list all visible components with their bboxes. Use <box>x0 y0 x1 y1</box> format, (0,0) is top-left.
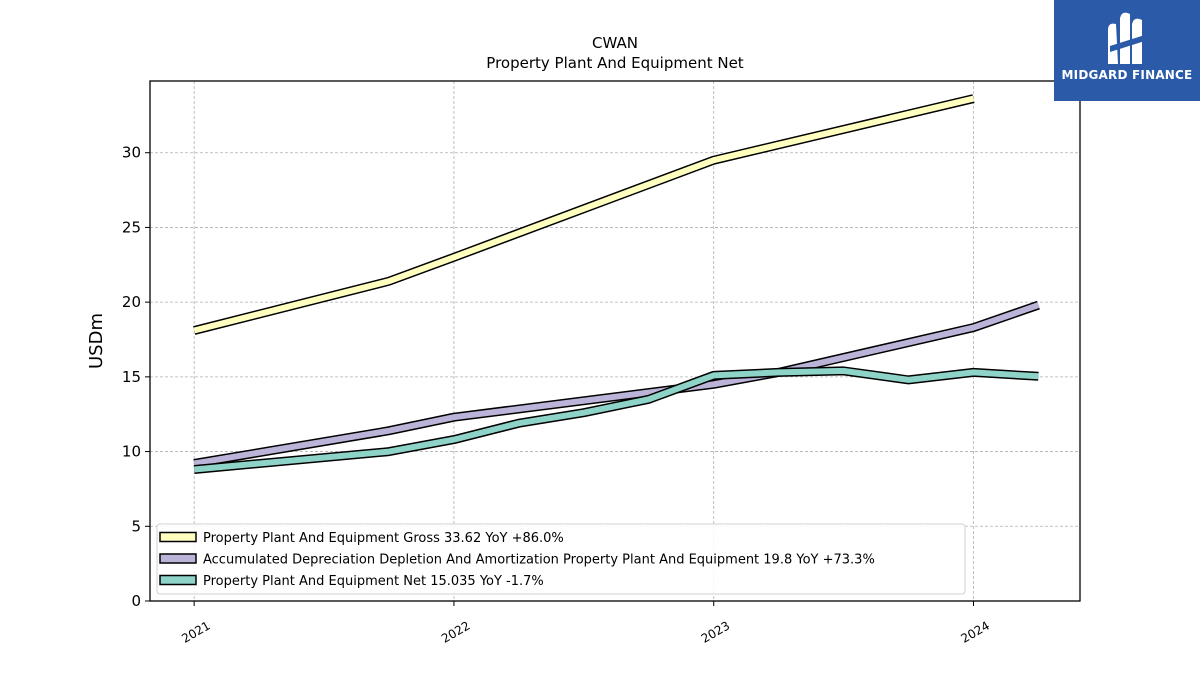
y-tick-label: 20 <box>122 293 141 311</box>
legend-swatch <box>159 553 197 564</box>
x-tick-label: 2021 <box>179 618 212 645</box>
logo-text: MIDGARD FINANCE <box>1061 68 1193 82</box>
y-axis-label: USDm <box>86 313 107 369</box>
logo-mark-icon <box>1108 12 1148 65</box>
legend-label: Accumulated Depreciation Depletion And A… <box>203 553 875 568</box>
x-tick-label: 2023 <box>699 618 732 645</box>
y-tick-label: 15 <box>122 368 141 386</box>
series-line <box>193 367 1039 473</box>
legend-box <box>156 523 966 595</box>
y-tick-label: 5 <box>131 517 141 535</box>
chart-subtitle: Property Plant And Equipment Net <box>486 54 743 72</box>
series-line-outline <box>193 366 1039 474</box>
legend-swatch <box>159 574 197 586</box>
series-line <box>193 95 975 334</box>
grid <box>150 81 1080 602</box>
legend-label: Property Plant And Equipment Net 15.035 … <box>203 574 544 589</box>
x-tick-label: 2022 <box>439 618 472 645</box>
y-tick-label: 30 <box>122 144 141 162</box>
series-line <box>193 302 1040 467</box>
series-line-outline <box>193 94 975 335</box>
series-lines <box>193 94 1040 474</box>
y-tick-label: 25 <box>122 218 141 236</box>
legend-label: Property Plant And Equipment Gross 33.62… <box>203 531 564 546</box>
x-tick-label: 2024 <box>959 618 992 645</box>
legend-swatch <box>159 531 197 543</box>
chart-title: CWAN <box>592 34 638 52</box>
y-tick-label: 10 <box>122 443 141 461</box>
brand-logo: MIDGARD FINANCE <box>1054 0 1200 101</box>
legend: Property Plant And Equipment Gross 33.62… <box>156 523 966 595</box>
y-tick-label: 0 <box>131 592 141 610</box>
plot-frame <box>149 80 1081 602</box>
